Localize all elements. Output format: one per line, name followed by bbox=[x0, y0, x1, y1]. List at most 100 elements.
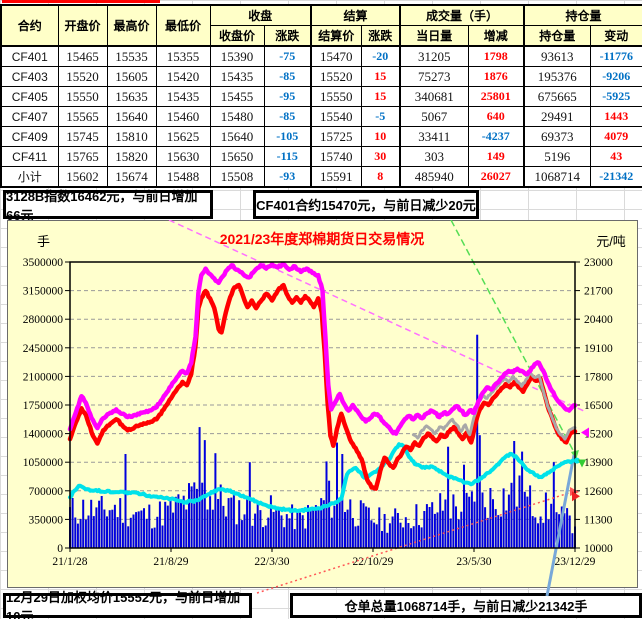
value-cell[interactable]: 15 bbox=[360, 86, 401, 107]
value-cell[interactable]: 485940 bbox=[399, 166, 469, 188]
value-cell[interactable]: 5067 bbox=[399, 106, 469, 127]
value-cell[interactable]: 15745 bbox=[57, 126, 108, 147]
value-cell[interactable]: 10 bbox=[360, 126, 401, 147]
value-cell[interactable]: 15480 bbox=[209, 106, 265, 127]
value-cell[interactable]: 29491 bbox=[523, 106, 591, 127]
value-cell[interactable]: -95 bbox=[263, 86, 312, 107]
value-cell[interactable]: 15810 bbox=[106, 126, 157, 147]
value-cell[interactable]: 149 bbox=[467, 146, 525, 167]
volume-bar bbox=[539, 516, 542, 548]
value-cell[interactable]: -5 bbox=[360, 106, 401, 127]
value-cell[interactable]: 15635 bbox=[106, 86, 157, 107]
value-cell[interactable]: 15535 bbox=[106, 45, 157, 67]
value-cell[interactable]: 30 bbox=[360, 146, 401, 167]
volume-bar bbox=[312, 510, 315, 548]
value-cell[interactable]: 15550 bbox=[57, 86, 108, 107]
value-cell[interactable]: 31205 bbox=[399, 45, 469, 67]
contract-cell[interactable]: CF409 bbox=[0, 126, 59, 147]
value-cell[interactable]: 1876 bbox=[467, 66, 525, 87]
value-cell[interactable]: 15390 bbox=[209, 45, 265, 67]
value-cell[interactable]: 15488 bbox=[155, 166, 211, 188]
value-cell[interactable]: 340681 bbox=[399, 86, 469, 107]
value-cell[interactable]: 1443 bbox=[589, 106, 642, 127]
value-cell[interactable]: 15455 bbox=[209, 86, 265, 107]
value-cell[interactable]: 195376 bbox=[523, 66, 591, 87]
value-cell[interactable]: -20 bbox=[360, 45, 401, 67]
value-cell[interactable]: 93613 bbox=[523, 45, 591, 67]
annotation-trend-red bbox=[256, 491, 573, 594]
value-cell[interactable]: -9206 bbox=[589, 66, 642, 87]
value-cell[interactable]: 15465 bbox=[57, 45, 108, 67]
value-cell[interactable]: 15640 bbox=[209, 126, 265, 147]
value-cell[interactable]: 4079 bbox=[589, 126, 642, 147]
value-cell[interactable]: 15765 bbox=[57, 146, 108, 167]
value-cell[interactable]: 75273 bbox=[399, 66, 469, 87]
contract-cell[interactable]: CF407 bbox=[0, 106, 59, 127]
value-cell[interactable]: -4237 bbox=[467, 126, 525, 147]
value-cell[interactable]: 303 bbox=[399, 146, 469, 167]
value-cell[interactable]: 15420 bbox=[155, 66, 211, 87]
contract-cell[interactable]: CF403 bbox=[0, 66, 59, 87]
value-cell[interactable]: 25801 bbox=[467, 86, 525, 107]
value-cell[interactable]: 15550 bbox=[310, 86, 362, 107]
value-cell[interactable]: -85 bbox=[263, 106, 312, 127]
contract-cell[interactable]: CF401 bbox=[0, 45, 59, 67]
value-cell[interactable]: 33411 bbox=[399, 126, 469, 147]
value-cell[interactable]: 15 bbox=[360, 66, 401, 87]
series-volume-bars bbox=[69, 334, 576, 548]
value-cell[interactable]: 15630 bbox=[155, 146, 211, 167]
value-cell[interactable]: -93 bbox=[263, 166, 312, 188]
value-cell[interactable]: -5925 bbox=[589, 86, 642, 107]
volume-bar bbox=[193, 482, 196, 548]
x-tick-label: 23/5/30 bbox=[456, 556, 491, 568]
value-cell[interactable]: 1068714 bbox=[523, 166, 591, 188]
value-cell[interactable]: 15674 bbox=[106, 166, 157, 188]
value-cell[interactable]: 15565 bbox=[57, 106, 108, 127]
volume-bar bbox=[552, 462, 555, 548]
value-cell[interactable]: -21342 bbox=[589, 166, 642, 188]
value-cell[interactable]: 15625 bbox=[155, 126, 211, 147]
value-cell[interactable]: 15605 bbox=[106, 66, 157, 87]
value-cell[interactable]: 640 bbox=[467, 106, 525, 127]
contract-cell[interactable]: CF411 bbox=[0, 146, 59, 167]
contract-cell[interactable]: CF405 bbox=[0, 86, 59, 107]
volume-bar bbox=[550, 503, 553, 548]
value-cell[interactable]: -11776 bbox=[589, 45, 642, 67]
value-cell[interactable]: 15520 bbox=[57, 66, 108, 87]
value-cell[interactable]: 15640 bbox=[106, 106, 157, 127]
value-cell[interactable]: 15460 bbox=[155, 106, 211, 127]
value-cell[interactable]: -105 bbox=[263, 126, 312, 147]
volume-bar bbox=[325, 461, 328, 548]
volume-bar bbox=[373, 522, 376, 548]
value-cell[interactable]: 15520 bbox=[310, 66, 362, 87]
value-cell[interactable]: 5196 bbox=[523, 146, 591, 167]
value-cell[interactable]: 43 bbox=[589, 146, 642, 167]
value-cell[interactable]: 15435 bbox=[155, 86, 211, 107]
value-cell[interactable]: 15740 bbox=[310, 146, 362, 167]
value-cell[interactable]: 1798 bbox=[467, 45, 525, 67]
value-cell[interactable]: -75 bbox=[263, 45, 312, 67]
value-cell[interactable]: 15508 bbox=[209, 166, 265, 188]
value-cell[interactable]: 15470 bbox=[310, 45, 362, 67]
contract-cell[interactable]: 小计 bbox=[0, 166, 59, 188]
chart-title: 2021/23年度郑棉期货日交易情况 bbox=[220, 231, 425, 247]
futures-quotes-table[interactable]: 合约 开盘价 最高价 最低价 收盘 结算 成交量（手） 持仓量 收盘价 涨跌 结算价 涨跌 当日量 增减持… bbox=[0, 4, 642, 188]
value-cell[interactable]: -115 bbox=[263, 146, 312, 167]
value-cell[interactable]: -85 bbox=[263, 66, 312, 87]
value-cell[interactable]: 15820 bbox=[106, 146, 157, 167]
right-tick-label: 11300 bbox=[584, 514, 613, 526]
value-cell[interactable]: 15591 bbox=[310, 166, 362, 188]
value-cell[interactable]: 15540 bbox=[310, 106, 362, 127]
value-cell[interactable]: 15435 bbox=[209, 66, 265, 87]
value-cell[interactable]: 15355 bbox=[155, 45, 211, 67]
value-cell[interactable]: 69373 bbox=[523, 126, 591, 147]
value-cell[interactable]: 8 bbox=[360, 166, 401, 188]
value-cell[interactable]: 26027 bbox=[467, 166, 525, 188]
value-cell[interactable]: 15725 bbox=[310, 126, 362, 147]
value-cell[interactable]: 675665 bbox=[523, 86, 591, 107]
value-cell[interactable]: 15602 bbox=[57, 166, 108, 188]
volume-bar bbox=[256, 502, 259, 548]
volume-bar bbox=[410, 528, 413, 548]
value-cell[interactable]: 15650 bbox=[209, 146, 265, 167]
volume-bar bbox=[206, 509, 209, 548]
